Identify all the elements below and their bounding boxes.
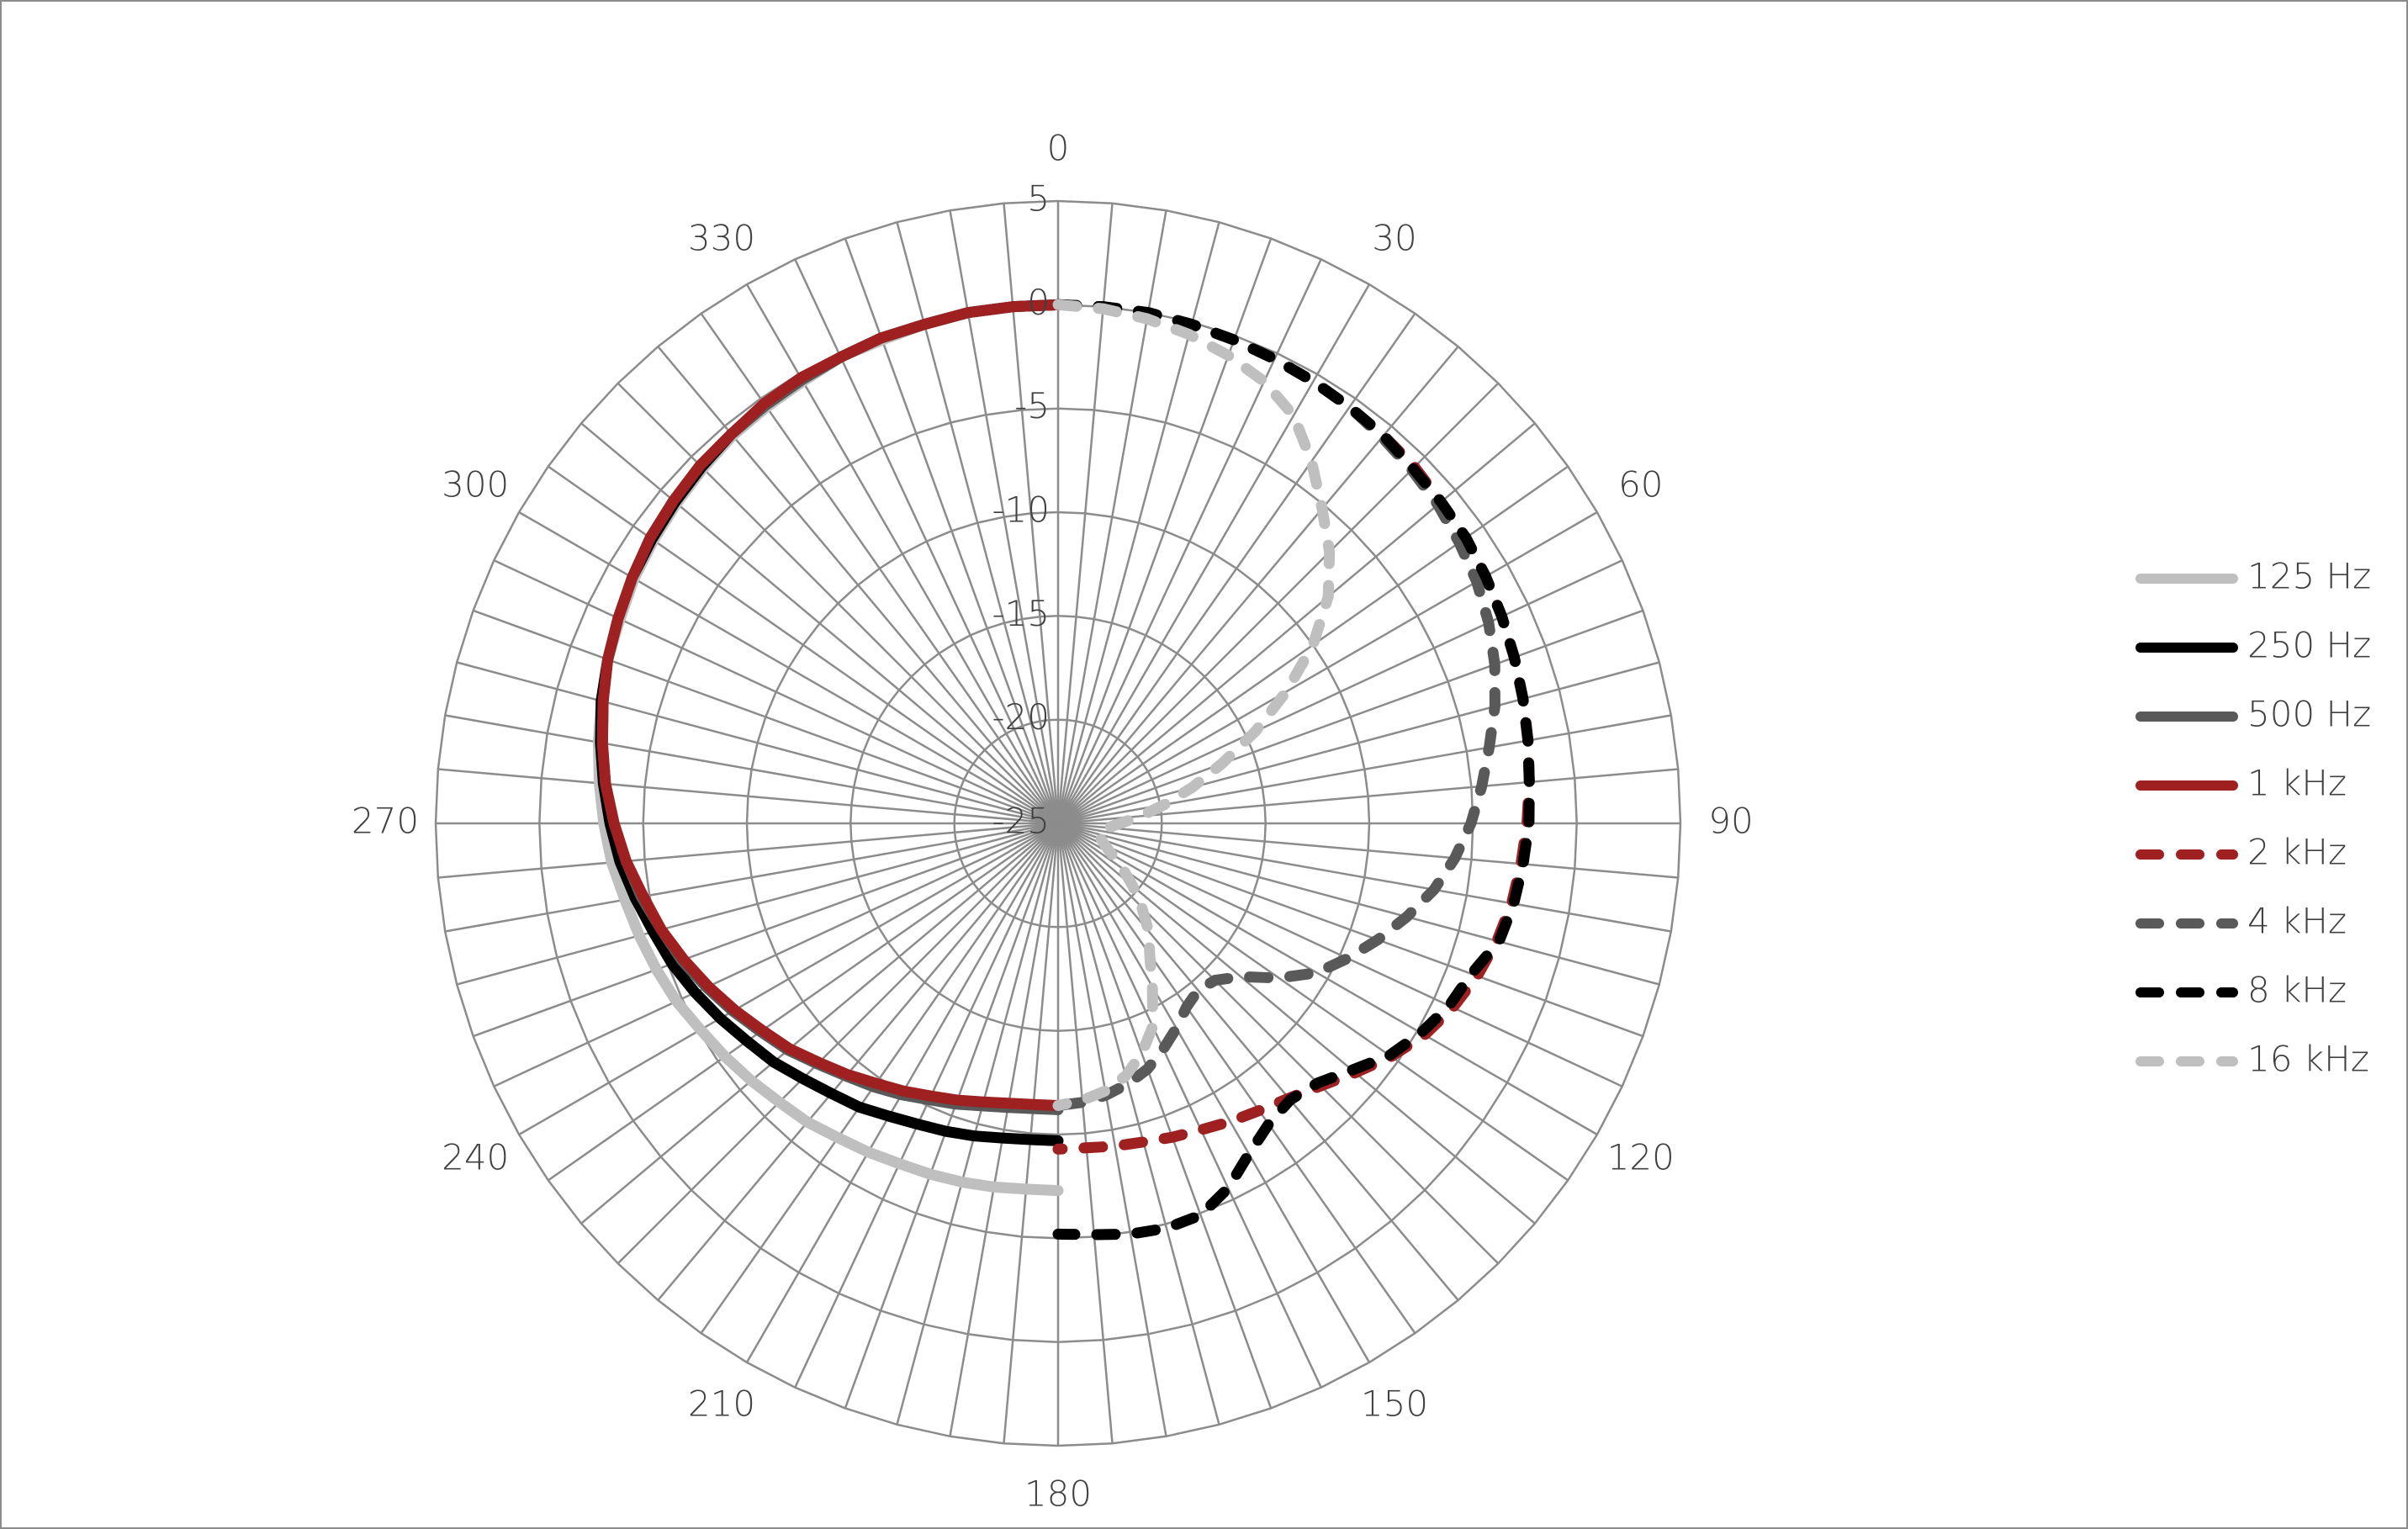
spoke	[580, 422, 1059, 824]
spoke	[1057, 822, 1660, 986]
spoke	[1003, 823, 1060, 1444]
spoke	[1056, 823, 1416, 1334]
spoke	[1056, 823, 1322, 1389]
spoke	[473, 609, 1059, 825]
r-tick-label: 5	[1027, 178, 1050, 220]
spoke	[1057, 822, 1679, 879]
spoke	[1057, 822, 1569, 1182]
series-line	[1052, 299, 1336, 1111]
spoke	[1057, 661, 1660, 825]
angle-label: 30	[1372, 218, 1416, 259]
spoke	[456, 822, 1059, 986]
spoke	[1056, 258, 1322, 824]
angle-label: 240	[442, 1137, 509, 1178]
spoke	[657, 823, 1059, 1301]
spoke	[518, 822, 1059, 1136]
spoke	[794, 823, 1060, 1389]
spoke	[437, 822, 1059, 879]
spoke	[1057, 422, 1536, 824]
spoke	[580, 823, 1059, 1225]
series-line	[1052, 299, 1535, 1241]
spoke	[1057, 823, 1459, 1301]
spoke	[1057, 382, 1500, 824]
series-line	[596, 301, 1064, 1111]
spoke	[548, 465, 1059, 825]
spoke	[1057, 822, 1672, 933]
spoke	[1057, 823, 1500, 1265]
r-tick-label: -25	[992, 801, 1050, 842]
angle-label: 330	[688, 218, 755, 259]
angle-label: 300	[442, 464, 509, 505]
spoke	[1056, 823, 1167, 1437]
spoke	[1056, 823, 1273, 1409]
spoke	[949, 823, 1060, 1437]
axis-labels: 0 30 60 90 120 150 180 210 240 270 300 330 5 0 -5 -10 -1…	[352, 128, 1754, 1515]
spoke	[700, 823, 1060, 1334]
spoke	[437, 768, 1059, 825]
spoke	[1057, 822, 1623, 1087]
grid	[434, 199, 1682, 1447]
legend-label: 8 kHz	[2247, 970, 2347, 1011]
angle-label: 150	[1361, 1383, 1428, 1424]
legend-label: 2 kHz	[2247, 832, 2347, 873]
spoke	[617, 823, 1059, 1265]
spoke	[1056, 313, 1416, 824]
spoke	[1057, 822, 1598, 1136]
r-tick-label: -5	[1014, 385, 1050, 426]
angle-label: 210	[688, 1383, 755, 1424]
series-line	[1052, 299, 1500, 1111]
spoke	[1056, 823, 1371, 1363]
r-tick-label: -10	[992, 489, 1050, 531]
legend-label: 1 kHz	[2247, 763, 2347, 804]
angle-label: 120	[1607, 1137, 1675, 1178]
spoke	[700, 313, 1060, 824]
angle-label: 90	[1708, 801, 1753, 842]
spoke	[1056, 823, 1220, 1426]
angle-label: 270	[352, 801, 419, 842]
spoke	[493, 822, 1059, 1087]
r-tick-label: 0	[1027, 282, 1050, 323]
spoke	[1057, 822, 1643, 1038]
spoke	[844, 823, 1060, 1409]
series-line-closing	[1007, 299, 1064, 313]
plot-area	[592, 299, 1535, 1241]
angle-label: 0	[1047, 128, 1070, 169]
r-tick-label: -15	[992, 593, 1050, 634]
spoke	[1056, 283, 1371, 824]
legend-label: 4 kHz	[2247, 901, 2347, 942]
spoke	[1057, 768, 1679, 825]
angle-label: 60	[1618, 464, 1663, 505]
spoke	[657, 346, 1059, 824]
spoke	[1057, 609, 1643, 825]
spoke	[444, 822, 1059, 933]
spoke	[493, 559, 1059, 825]
r-tick-label: -20	[992, 696, 1050, 738]
legend-label: 125 Hz	[2247, 556, 2371, 597]
spoke	[1057, 346, 1459, 824]
legend-label: 250 Hz	[2247, 625, 2371, 666]
spoke	[1056, 823, 1114, 1444]
legend-label: 16 kHz	[2247, 1039, 2369, 1080]
spoke	[617, 382, 1059, 824]
legend: 125 Hz 250 Hz 500 Hz 1 kHz 2 kHz 4 kHz 8 kHz 16…	[2135, 556, 2371, 1080]
legend-label: 500 Hz	[2247, 694, 2371, 735]
spoke	[896, 823, 1060, 1426]
spoke	[1057, 511, 1598, 825]
spoke	[1057, 559, 1623, 825]
spoke	[548, 822, 1059, 1182]
spoke	[444, 714, 1059, 825]
angle-label: 180	[1024, 1473, 1092, 1515]
spoke	[473, 822, 1059, 1038]
spoke	[456, 661, 1059, 825]
spoke	[518, 511, 1059, 825]
